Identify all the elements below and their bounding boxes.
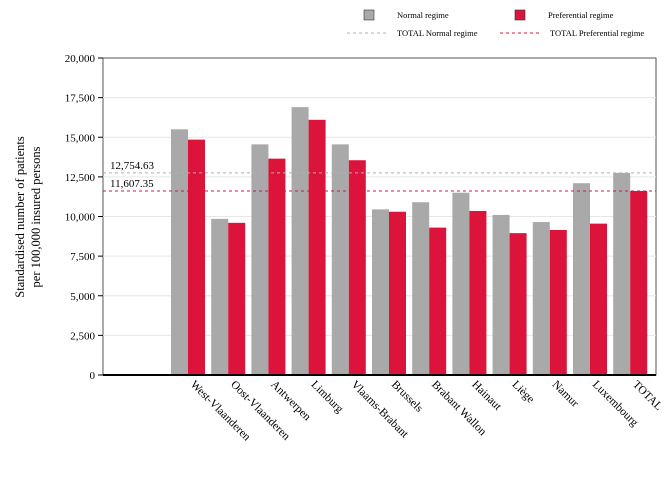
legend-label: Preferential regime [548,10,614,20]
legend-swatch [363,9,375,21]
bar-preferential [308,119,326,375]
legend-label: TOTAL Normal regime [397,28,478,38]
y-tick-label: 15,000 [65,132,96,144]
bar-preferential [228,222,246,375]
bar-preferential [469,210,487,375]
reference-line-label: 12,754.63 [110,160,155,172]
y-tick-label: 0 [90,370,96,382]
bar-normal [171,129,188,375]
bar-preferential [549,229,567,375]
bar-normal [573,183,590,375]
bar-preferential [429,227,447,375]
bar-normal [532,222,550,375]
x-tick-label: Liège [509,379,536,406]
y-tick-label: 10,000 [65,212,96,224]
bar-normal [452,192,470,375]
y-tick-label: 20,000 [65,53,96,65]
bar-normal [492,214,510,375]
bar-normal [251,144,269,375]
legend-label: Normal regime [397,10,449,20]
y-tick-label: 5,000 [70,291,95,303]
bar-normal [412,202,430,375]
bar-normal [372,209,389,375]
x-tick-label: Namur [550,379,581,410]
y-tick-label: 12,500 [65,172,96,184]
bar-preferential [590,223,607,375]
bar-preferential [188,139,205,375]
x-tick-label: Brussels [389,379,425,415]
x-tick-label: Hainaut [469,379,504,414]
bar-preferential [348,160,366,375]
y-tick-label: 2,500 [70,330,95,342]
bar-normal [613,172,631,375]
bar-preferential [509,233,527,375]
bar-normal [291,107,309,375]
bar-preferential [268,158,286,375]
reference-line-label: 11,607.35 [110,178,154,190]
y-axis-label: per 100,000 insured persons [29,146,43,287]
x-tick-label: Limburg [308,379,345,416]
y-tick-label: 7,500 [70,251,95,263]
bar-normal [211,218,229,375]
bar-preferential [630,191,648,375]
x-tick-label: TOTAL [630,379,664,413]
bar-preferential [389,211,406,375]
legend-label: TOTAL Preferential regime [550,28,644,38]
y-axis-label: Standardised number of patients [13,136,27,298]
legend-swatch [514,9,526,21]
bar-normal [331,144,349,375]
y-tick-label: 17,500 [65,93,96,105]
